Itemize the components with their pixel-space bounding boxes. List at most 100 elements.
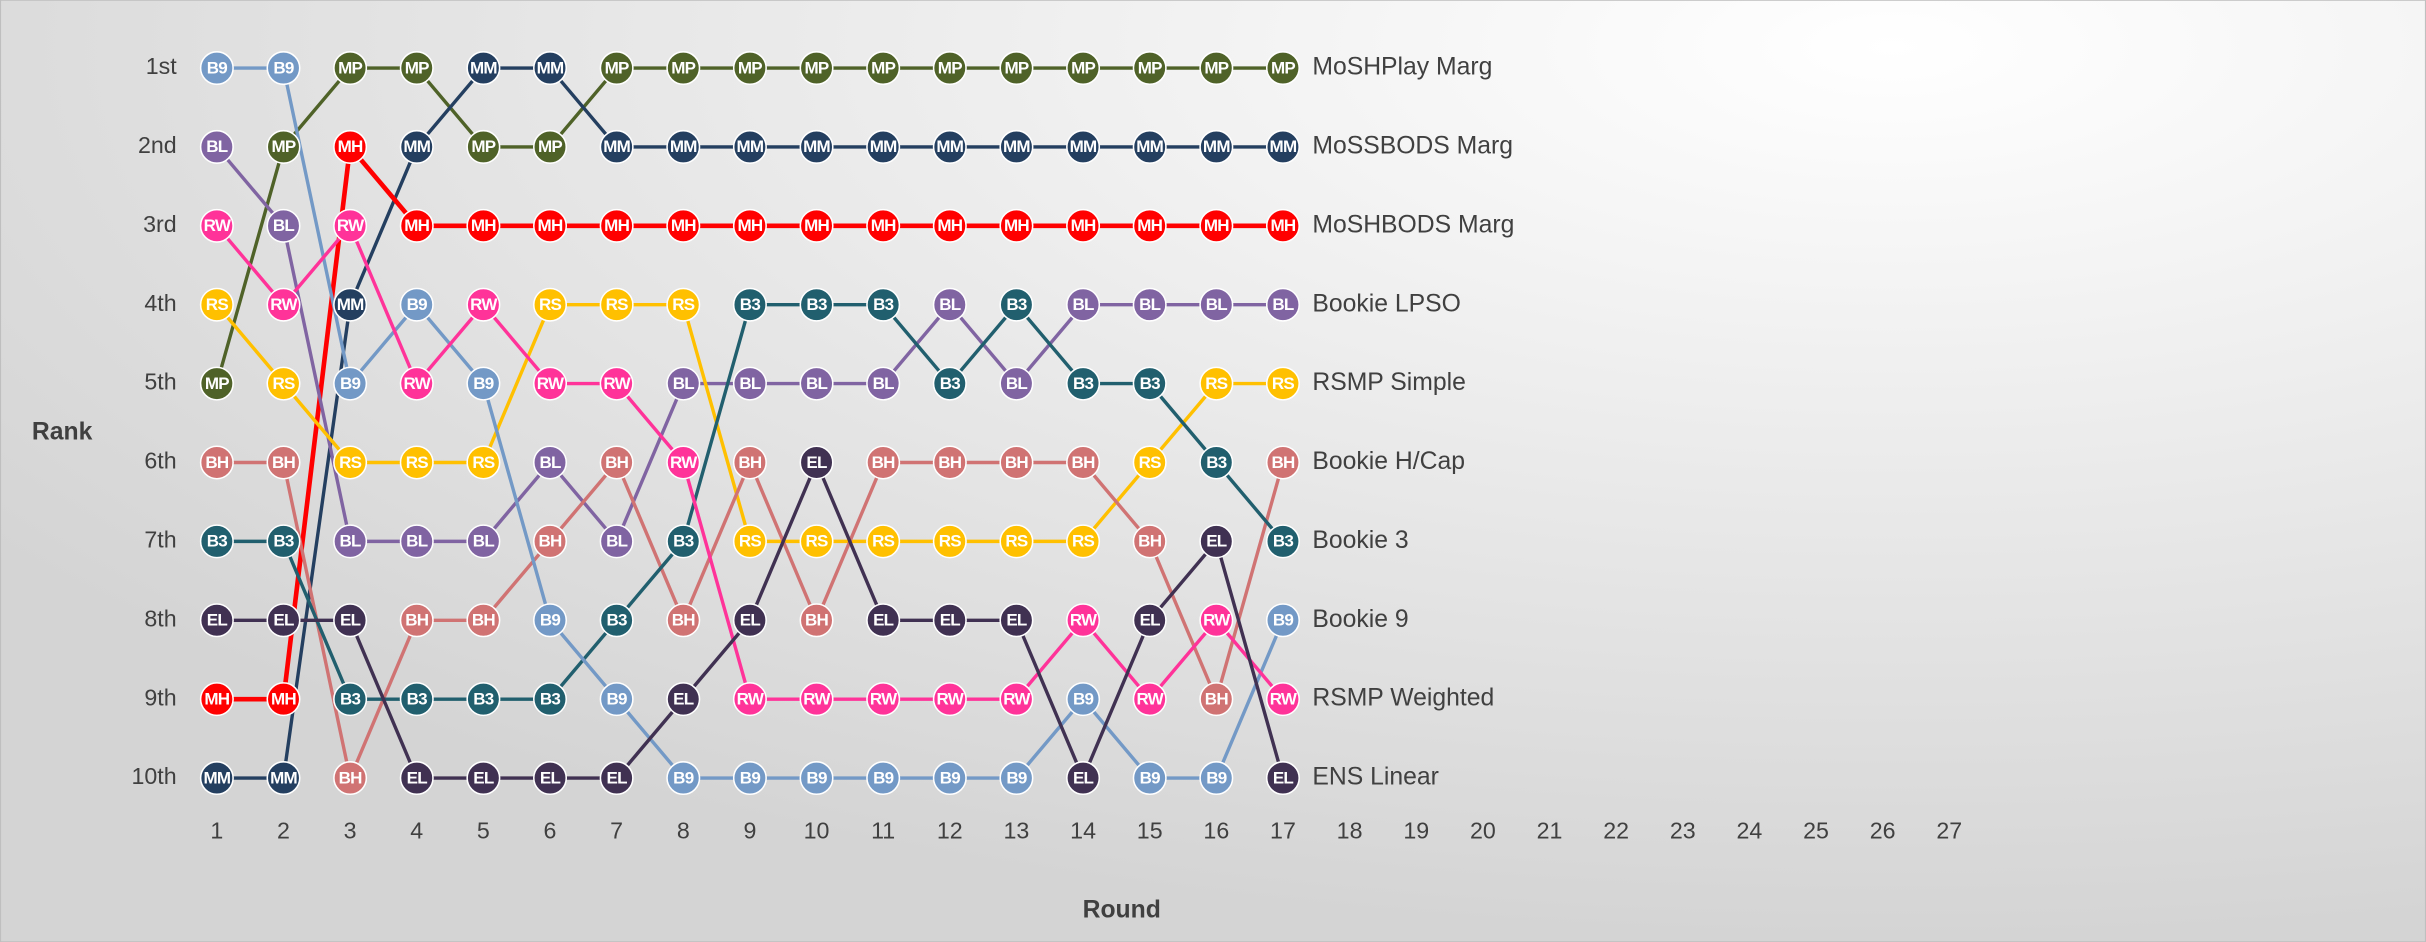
marker-dot (732, 761, 767, 796)
marker-dot (533, 603, 568, 638)
marker-dot (1066, 366, 1101, 401)
marker: MP (932, 51, 967, 86)
marker-label: BL (340, 532, 362, 551)
marker-label: MM (470, 58, 497, 77)
marker-label: RW (270, 295, 298, 314)
marker: RW (932, 682, 967, 717)
marker: B3 (932, 366, 967, 401)
x-tick-label: 27 (1936, 817, 1962, 843)
marker: RW (333, 208, 368, 243)
marker-dot (1199, 366, 1234, 401)
marker: MM (799, 129, 834, 164)
marker-dot (266, 761, 301, 796)
marker: MM (466, 51, 501, 86)
marker-dot (199, 603, 234, 638)
marker-label: RS (339, 453, 362, 472)
marker-dot (399, 524, 434, 559)
marker-label: B3 (607, 611, 628, 630)
marker-dot (266, 287, 301, 322)
marker-dot (932, 761, 967, 796)
marker: MP (599, 51, 634, 86)
marker-dot (1265, 287, 1300, 322)
marker-label: B9 (340, 374, 361, 393)
marker: BL (932, 287, 967, 322)
marker-label: B9 (740, 768, 761, 787)
marker: B3 (1265, 524, 1300, 559)
series-name: RSMP Weighted (1312, 685, 1494, 712)
x-tick-label: 12 (937, 817, 963, 843)
marker-label: MH (1204, 216, 1229, 235)
y-tick-label: 9th (144, 684, 176, 710)
marker-label: MH (937, 216, 962, 235)
marker-dot (266, 524, 301, 559)
y-tick-label: 5th (144, 369, 176, 395)
marker-dot (666, 208, 701, 243)
marker-dot (333, 287, 368, 322)
marker-dot (666, 366, 701, 401)
marker-dot (599, 51, 634, 86)
series-name: Bookie LPSO (1312, 290, 1460, 317)
marker-label: MP (738, 58, 762, 77)
marker-label: RS (1072, 532, 1095, 551)
marker: RW (399, 366, 434, 401)
marker: RS (1199, 366, 1234, 401)
marker-dot (1132, 366, 1167, 401)
marker: BL (1066, 287, 1101, 322)
marker-label: RW (1003, 689, 1031, 708)
marker: MH (466, 208, 501, 243)
marker: MH (999, 208, 1034, 243)
marker-label: MP (1271, 58, 1295, 77)
marker-label: BH (1205, 689, 1229, 708)
marker-label: RW (470, 295, 498, 314)
marker-dot (1066, 445, 1101, 480)
marker: MM (866, 129, 901, 164)
x-tick-label: 18 (1337, 817, 1363, 843)
marker-dot (399, 129, 434, 164)
marker: B3 (732, 287, 767, 322)
marker-dot (199, 129, 234, 164)
x-tick-label: 17 (1270, 817, 1296, 843)
marker: BL (1132, 287, 1167, 322)
marker: MP (1199, 51, 1234, 86)
marker-label: B9 (207, 58, 228, 77)
marker: EL (732, 603, 767, 638)
y-tick-label: 1st (146, 53, 177, 79)
marker-dot (466, 51, 501, 86)
marker: BL (866, 366, 901, 401)
marker: B9 (932, 761, 967, 796)
series-name: ENS Linear (1312, 764, 1439, 791)
marker-label: RS (672, 295, 695, 314)
marker: MH (1199, 208, 1234, 243)
marker: MH (1265, 208, 1300, 243)
marker: MP (199, 366, 234, 401)
marker: MM (333, 287, 368, 322)
marker: EL (266, 603, 301, 638)
marker: BH (1265, 445, 1300, 480)
marker: RW (1199, 603, 1234, 638)
x-tick-label: 5 (477, 817, 490, 843)
marker-dot (866, 129, 901, 164)
marker-dot (333, 524, 368, 559)
marker-label: MP (338, 58, 362, 77)
marker: RS (399, 445, 434, 480)
marker: RS (1066, 524, 1101, 559)
marker-label: BH (605, 453, 629, 472)
marker-label: B9 (273, 58, 294, 77)
marker-label: MH (404, 216, 429, 235)
marker-label: MM (1270, 137, 1297, 156)
marker: EL (666, 682, 701, 717)
y-tick-label: 10th (132, 763, 177, 789)
marker-dot (199, 682, 234, 717)
marker-dot (932, 445, 967, 480)
marker-label: MH (471, 216, 496, 235)
marker-dot (732, 524, 767, 559)
marker-label: MH (1071, 216, 1096, 235)
marker: MM (1132, 129, 1167, 164)
marker-dot (1265, 603, 1300, 638)
marker-label: MM (870, 137, 897, 156)
marker-dot (866, 445, 901, 480)
marker-label: MM (403, 137, 430, 156)
marker: MH (1132, 208, 1167, 243)
marker-label: EL (806, 453, 827, 472)
marker-label: RW (737, 689, 765, 708)
